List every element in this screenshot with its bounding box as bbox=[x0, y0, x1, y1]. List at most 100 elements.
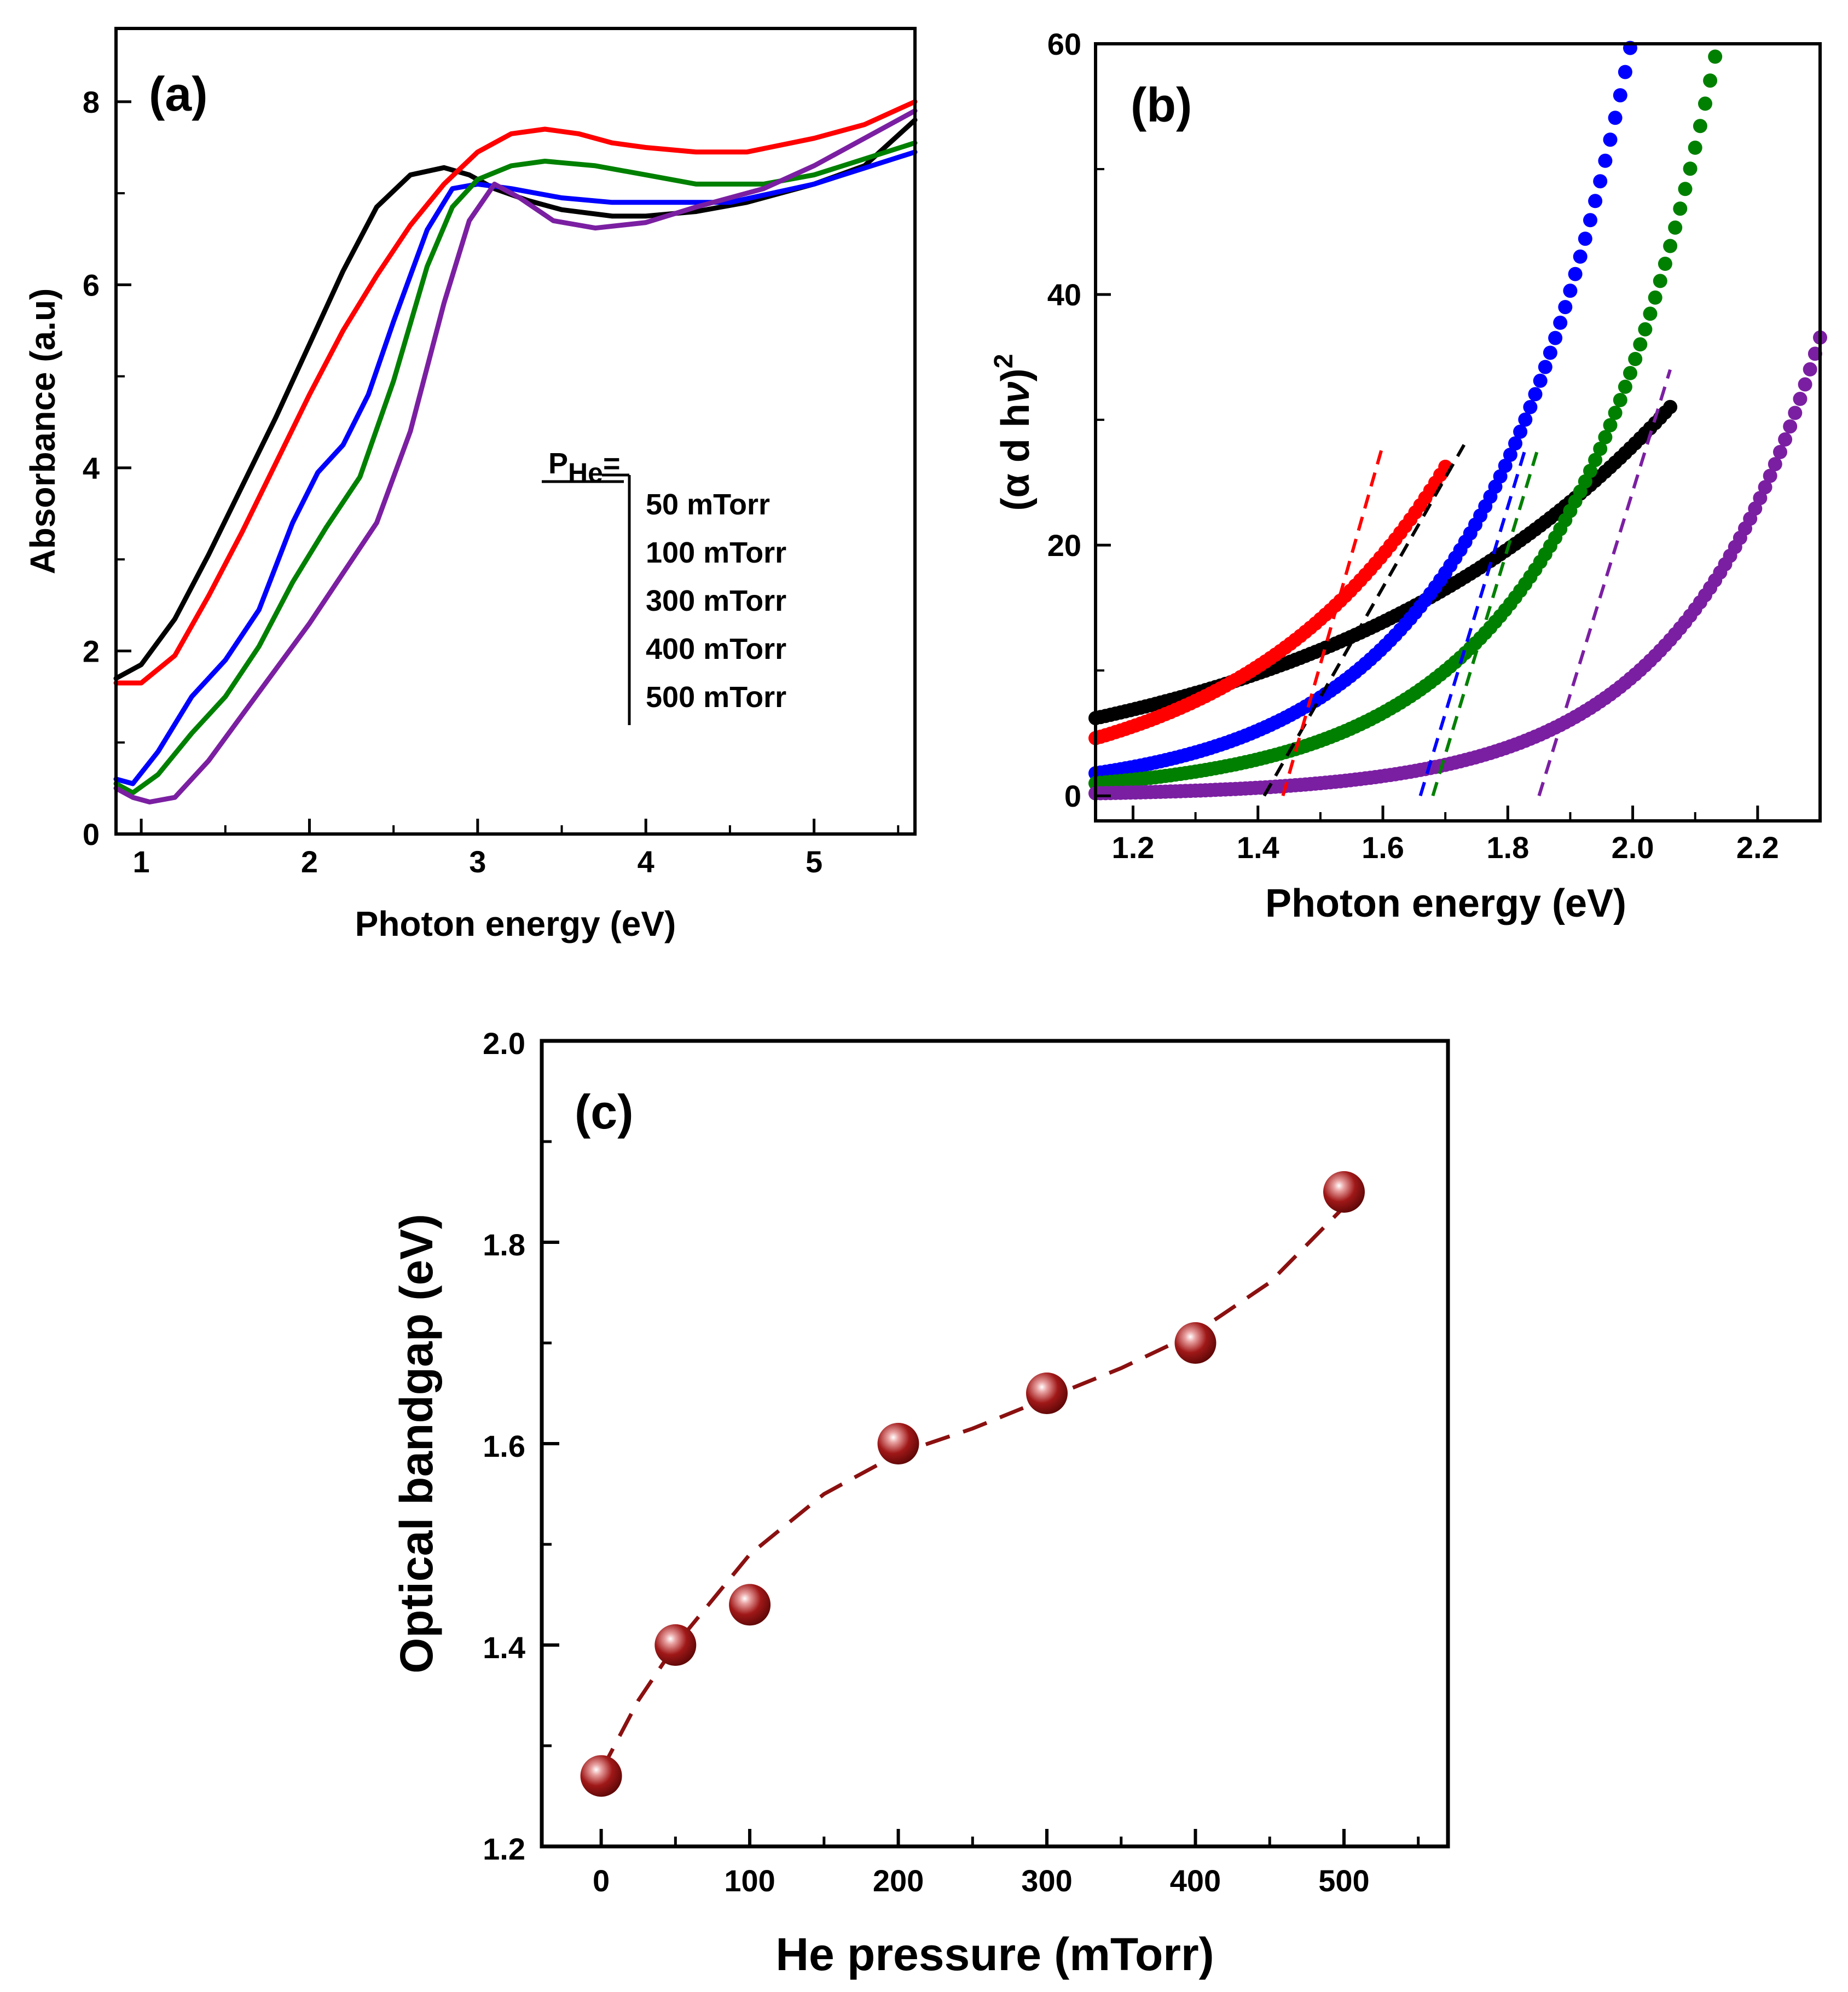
fit-line-300-mtorr bbox=[1418, 444, 1528, 797]
data-point-300-mtorr bbox=[1518, 412, 1533, 427]
data-point-500-mtorr bbox=[1798, 377, 1812, 392]
x-tick-label: 1.6 bbox=[1362, 830, 1404, 865]
panel-a-series-lines bbox=[113, 99, 918, 804]
y-tick-label: 40 bbox=[1047, 277, 1081, 312]
panel-c-ticks: 0 100 200 300 400 500 1.2 1.4 1.6 1.8 2.0 bbox=[483, 1026, 1420, 1898]
data-point-400-mtorr bbox=[1583, 464, 1597, 478]
data-point-400-mtorr bbox=[1678, 182, 1693, 196]
y-tick-label: 4 bbox=[83, 451, 100, 485]
panel-b-label: (b) bbox=[1131, 78, 1192, 132]
panel-c-label: (c) bbox=[575, 1085, 634, 1139]
panel-b-plot-frame bbox=[1094, 42, 1822, 823]
panel-b-tauc-plot: 1.2 1.4 1.6 1.8 2.0 2.2 0 20 40 60 (b) Photon ene… bbox=[989, 27, 1827, 925]
legend-item-300-mtorr: 300 mTorr bbox=[646, 584, 786, 617]
data-point-300-mtorr bbox=[1493, 469, 1508, 484]
data-point-400-mtorr bbox=[1603, 418, 1618, 432]
x-tick-label: 1.8 bbox=[1486, 830, 1529, 865]
data-point-400-mtorr bbox=[1698, 96, 1712, 111]
data-point-500-mtorr bbox=[1803, 362, 1817, 377]
data-point-300-mtorr bbox=[1568, 267, 1583, 281]
x-tick-label: 300 bbox=[1021, 1863, 1072, 1898]
data-point-400-mtorr bbox=[1643, 306, 1658, 321]
data-point-300-mtorr bbox=[1618, 65, 1632, 79]
panel-a-plot-frame bbox=[114, 27, 917, 836]
bandgap-point-300-mtorr bbox=[1026, 1373, 1068, 1414]
panel-b-y-axis-title-nu: ν bbox=[994, 381, 1038, 403]
data-point-500-mtorr bbox=[1768, 457, 1782, 472]
data-point-400-mtorr bbox=[1693, 119, 1707, 134]
data-point-300-mtorr bbox=[1593, 174, 1608, 189]
data-point-300-mtorr bbox=[1598, 153, 1613, 168]
x-tick-label: 2.0 bbox=[1612, 830, 1654, 865]
data-point-300-mtorr bbox=[1588, 194, 1603, 209]
bandgap-point-500-mtorr bbox=[1323, 1171, 1365, 1213]
y-tick-label: 60 bbox=[1047, 27, 1081, 61]
data-point-400-mtorr bbox=[1638, 322, 1653, 337]
panel-a-label: (a) bbox=[149, 67, 208, 121]
panel-b-x-axis-title: Photon energy (eV) bbox=[1265, 882, 1626, 925]
bandgap-point-400-mtorr bbox=[1174, 1322, 1216, 1364]
bandgap-point-100-mtorr bbox=[729, 1584, 771, 1626]
legend-item-50-mtorr: 50 mTorr bbox=[646, 488, 770, 521]
data-point-400-mtorr bbox=[1613, 393, 1627, 407]
data-point-400-mtorr bbox=[1648, 290, 1662, 305]
y-tick-label: 6 bbox=[83, 268, 100, 302]
data-point-300-mtorr bbox=[1603, 132, 1618, 147]
data-point-400-mtorr bbox=[1593, 442, 1608, 456]
data-point-300-mtorr bbox=[1543, 345, 1557, 360]
x-tick-label: 3 bbox=[469, 844, 486, 879]
data-point-300-mtorr bbox=[1538, 360, 1552, 374]
data-point-50-mtorr bbox=[1663, 399, 1678, 414]
data-point-400-mtorr bbox=[1608, 406, 1623, 420]
panel-b-ticks: 1.2 1.4 1.6 1.8 2.0 2.2 0 20 40 60 bbox=[1047, 27, 1779, 865]
data-point-400-mtorr bbox=[1628, 352, 1643, 366]
x-tick-label: 1.4 bbox=[1237, 830, 1279, 865]
x-tick-label: 1.2 bbox=[1112, 830, 1155, 865]
data-point-300-mtorr bbox=[1523, 399, 1538, 414]
data-point-400-mtorr bbox=[1663, 239, 1678, 253]
fit-line-100-mtorr bbox=[1281, 444, 1384, 797]
x-tick-label: 500 bbox=[1318, 1863, 1369, 1898]
series-line-400-mtorr bbox=[113, 140, 918, 796]
data-point-300-mtorr bbox=[1508, 436, 1522, 451]
data-point-300-mtorr bbox=[1558, 300, 1573, 315]
bandgap-point-200-mtorr bbox=[877, 1423, 919, 1464]
data-point-300-mtorr bbox=[1613, 88, 1627, 103]
panel-b-y-axis-title: (α d hν)2 bbox=[989, 354, 1038, 511]
panel-a-ticks: 1 2 3 4 5 0 2 4 6 8 bbox=[83, 85, 900, 879]
panel-b-series-points bbox=[1088, 40, 1827, 801]
y-tick-label: 1.6 bbox=[483, 1429, 525, 1463]
x-tick-label: 4 bbox=[638, 844, 654, 879]
panel-c-x-axis-title: He pressure (mTorr) bbox=[775, 1929, 1214, 1980]
data-point-400-mtorr bbox=[1708, 49, 1723, 64]
x-tick-label: 2.2 bbox=[1736, 830, 1779, 865]
data-point-300-mtorr bbox=[1548, 331, 1563, 345]
panel-a-y-axis-title: Absorbance (a.u) bbox=[23, 288, 62, 575]
data-point-400-mtorr bbox=[1598, 430, 1613, 444]
data-point-300-mtorr bbox=[1578, 231, 1592, 246]
y-tick-label: 0 bbox=[83, 817, 100, 852]
data-point-300-mtorr bbox=[1498, 459, 1513, 473]
legend-title-p: P bbox=[548, 447, 568, 480]
data-point-400-mtorr bbox=[1633, 337, 1648, 352]
data-point-500-mtorr bbox=[1778, 432, 1793, 447]
x-tick-label: 5 bbox=[806, 844, 822, 879]
panel-c-y-axis-title: Optical bandgap (eV) bbox=[391, 1214, 442, 1673]
series-points-300-mtorr bbox=[1088, 40, 1637, 780]
panel-a-x-axis-title: Photon energy (eV) bbox=[355, 904, 676, 943]
series-line-100-mtorr bbox=[113, 99, 918, 686]
data-point-400-mtorr bbox=[1658, 257, 1672, 271]
series-points-500-mtorr bbox=[1088, 330, 1827, 801]
data-point-500-mtorr bbox=[1753, 491, 1768, 506]
panel-c-trend-line bbox=[599, 1206, 1346, 1772]
data-point-400-mtorr bbox=[1688, 140, 1702, 155]
data-point-300-mtorr bbox=[1553, 315, 1568, 330]
panel-b-y-axis-title-superscript: 2 bbox=[989, 354, 1018, 369]
y-tick-label: 20 bbox=[1047, 528, 1081, 563]
y-tick-label: 0 bbox=[1064, 779, 1081, 813]
panel-a-legend: PHe= 50 mTorr 100 mTorr 300 mTorr 400 mT… bbox=[542, 447, 786, 725]
data-point-500-mtorr bbox=[1788, 406, 1803, 420]
y-tick-label: 2 bbox=[83, 634, 100, 668]
data-point-300-mtorr bbox=[1503, 448, 1517, 462]
